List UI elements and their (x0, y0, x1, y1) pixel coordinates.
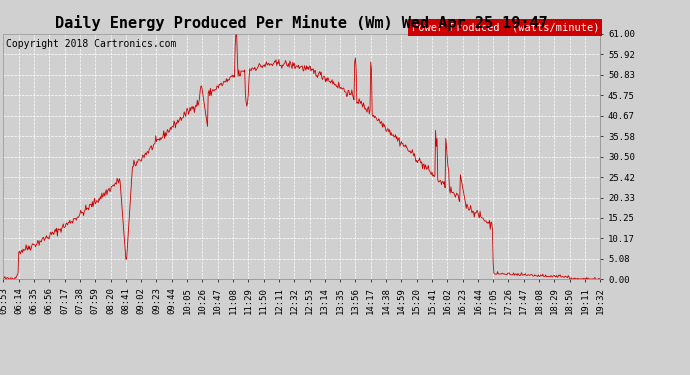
Text: Copyright 2018 Cartronics.com: Copyright 2018 Cartronics.com (6, 39, 176, 50)
Text: Power Produced  (watts/minute): Power Produced (watts/minute) (412, 22, 599, 33)
Title: Daily Energy Produced Per Minute (Wm) Wed Apr 25 19:47: Daily Energy Produced Per Minute (Wm) We… (55, 15, 549, 31)
